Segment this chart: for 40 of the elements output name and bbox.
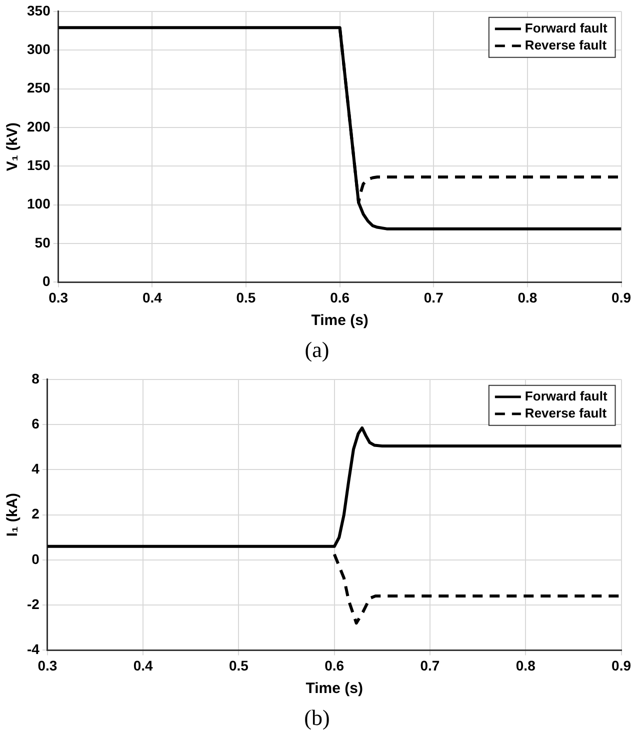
x-tick-label: 0.3 <box>48 289 68 306</box>
x-tick-label: 0.7 <box>420 657 440 674</box>
y-tick-label: 8 <box>32 370 40 386</box>
x-tick-label: 0.5 <box>228 657 249 674</box>
line-series <box>332 552 622 625</box>
y-tick-label: 2 <box>32 506 40 522</box>
x-tick-label: 0.9 <box>612 289 632 306</box>
x-tick-label: 0.7 <box>424 289 444 306</box>
text: (a) <box>304 336 330 364</box>
x-tick-label: 0.6 <box>330 289 350 306</box>
x-tick-label: 0.4 <box>133 657 154 674</box>
y-tick-label: 4 <box>32 460 40 477</box>
y-tick-label: 250 <box>27 80 51 96</box>
y-tick-label: 50 <box>34 234 51 250</box>
y-axis-title: V₁ (kV) <box>4 122 22 172</box>
y-tick-label: -4 <box>26 641 40 658</box>
x-axis-title: Time (s) <box>306 680 363 698</box>
y-tick-label: 350 <box>27 2 51 18</box>
y-tick-label: 200 <box>27 118 51 134</box>
y-tick-label: -2 <box>26 596 40 612</box>
legend-label: Forward fault <box>524 388 608 404</box>
x-tick-label: 0.6 <box>324 657 344 674</box>
text: (b) <box>303 704 331 732</box>
y-axis-title: I₁ (kA) <box>4 492 22 537</box>
y-tick-label: 0 <box>32 550 40 567</box>
y-tick-label: 6 <box>32 415 40 432</box>
x-tick-label: 0.8 <box>518 289 538 306</box>
y-tick-label: 300 <box>27 40 51 57</box>
x-tick-label: 0.3 <box>38 657 58 674</box>
legend-label: Forward fault <box>524 20 608 36</box>
legend-label: Reverse fault <box>524 405 608 420</box>
x-tick-label: 0.9 <box>612 657 632 674</box>
x-tick-label: 0.8 <box>516 657 536 674</box>
legend-label: Reverse fault <box>524 37 608 52</box>
x-axis-title: Time (s) <box>311 312 368 330</box>
x-tick-label: 0.5 <box>236 289 256 306</box>
y-tick-label: 0 <box>42 273 51 290</box>
x-tick-label: 0.4 <box>142 289 162 306</box>
y-tick-label: 150 <box>27 157 51 173</box>
y-tick-label: 100 <box>27 196 51 212</box>
